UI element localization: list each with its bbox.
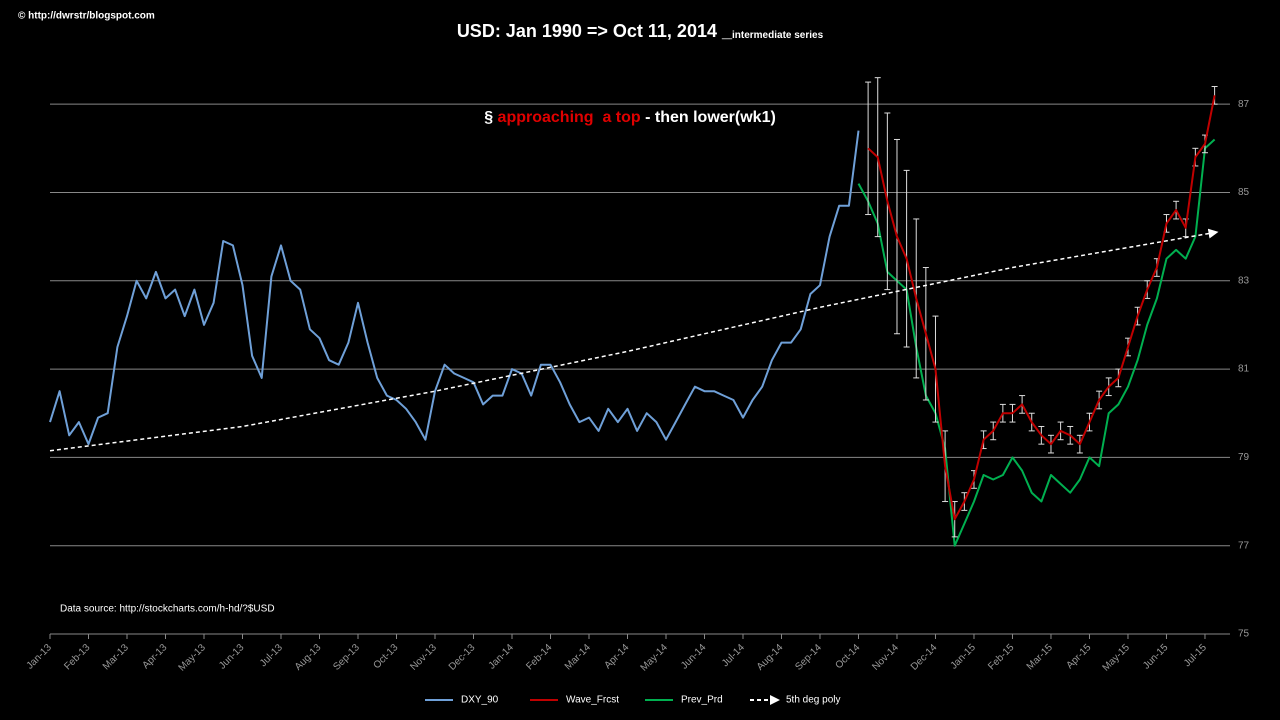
annotation-prefix: § bbox=[484, 109, 497, 126]
y-tick-label: 83 bbox=[1238, 275, 1250, 286]
x-tick-label: May-13 bbox=[177, 642, 209, 674]
legend-label: Prev_Prd bbox=[681, 695, 723, 706]
x-tick-label: Jul-13 bbox=[258, 642, 285, 669]
x-tick-label: Feb-14 bbox=[524, 642, 554, 672]
y-tick-label: 79 bbox=[1238, 452, 1250, 463]
x-tick-label: Jul-14 bbox=[720, 642, 747, 669]
x-tick-label: Sep-13 bbox=[331, 642, 362, 673]
y-tick-label: 77 bbox=[1238, 540, 1250, 551]
x-tick-label: Jun-13 bbox=[217, 642, 247, 672]
y-tick-label: 85 bbox=[1238, 187, 1250, 198]
x-tick-label: Dec-14 bbox=[909, 642, 940, 673]
y-tick-label: 75 bbox=[1238, 629, 1250, 640]
series-line bbox=[857, 138, 1216, 547]
legend-label: 5th deg poly bbox=[786, 695, 841, 706]
x-tick-label: Jun-15 bbox=[1141, 642, 1171, 672]
series-line bbox=[49, 130, 860, 446]
y-tick-label: 87 bbox=[1238, 99, 1250, 110]
annotation-highlight: approaching a top bbox=[498, 109, 641, 126]
y-tick-label: 81 bbox=[1238, 364, 1250, 375]
x-tick-label: Oct-14 bbox=[833, 642, 862, 671]
x-tick-label: Jun-14 bbox=[679, 642, 709, 672]
legend-label: DXY_90 bbox=[461, 695, 499, 706]
x-tick-label: Apr-15 bbox=[1064, 642, 1093, 671]
title-main: USD: Jan 1990 => Oct 11, 2014 _ bbox=[457, 21, 733, 41]
series-line bbox=[49, 228, 1219, 452]
title-suffix: intermediate series bbox=[732, 30, 824, 41]
x-tick-label: Feb-15 bbox=[986, 642, 1016, 672]
x-tick-label: Mar-14 bbox=[563, 642, 593, 672]
annotation: § approaching a top - then lower(wk1) bbox=[484, 109, 776, 126]
series-line bbox=[867, 95, 1216, 521]
x-tick-label: Nov-14 bbox=[870, 642, 901, 673]
x-tick-label: Apr-13 bbox=[140, 642, 169, 671]
x-tick-label: Mar-13 bbox=[101, 642, 131, 672]
chart-title: USD: Jan 1990 => Oct 11, 2014 _intermedi… bbox=[457, 21, 824, 41]
x-tick-label: Feb-13 bbox=[62, 642, 92, 672]
annotation-suffix: - then lower(wk1) bbox=[641, 109, 776, 126]
x-tick-label: Sep-14 bbox=[793, 642, 824, 673]
x-tick-label: Apr-14 bbox=[602, 642, 631, 671]
credit: © http://dwrstr/blogspot.com bbox=[18, 11, 155, 22]
x-tick-label: Jan-14 bbox=[487, 642, 517, 672]
x-tick-label: Oct-13 bbox=[371, 642, 400, 671]
source-note: Data source: http://stockcharts.com/h-hd… bbox=[60, 604, 275, 615]
x-tick-label: Nov-13 bbox=[408, 642, 439, 673]
legend-label: Wave_Frcst bbox=[566, 695, 619, 706]
x-tick-label: Aug-14 bbox=[755, 642, 786, 673]
x-tick-label: Jul-15 bbox=[1182, 642, 1209, 669]
x-tick-label: Jan-13 bbox=[25, 642, 55, 672]
x-tick-label: May-15 bbox=[1101, 642, 1133, 674]
x-tick-label: May-14 bbox=[639, 642, 671, 674]
x-tick-label: Jan-15 bbox=[949, 642, 979, 672]
x-tick-label: Aug-13 bbox=[293, 642, 324, 673]
x-tick-label: Dec-13 bbox=[447, 642, 478, 673]
x-tick-label: Mar-15 bbox=[1025, 642, 1055, 672]
